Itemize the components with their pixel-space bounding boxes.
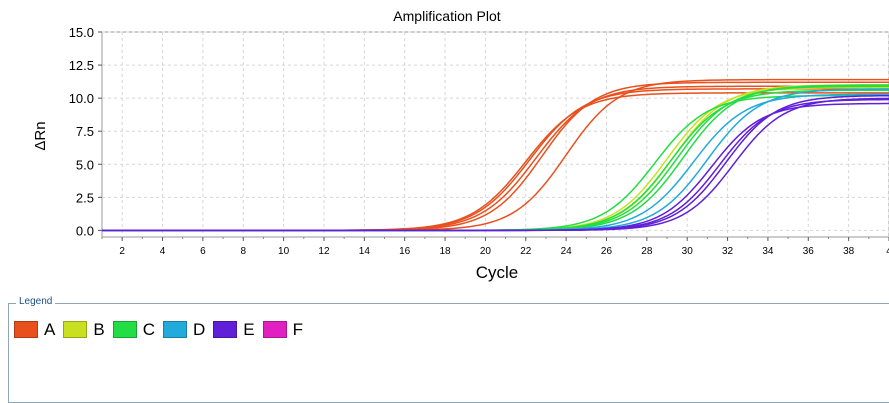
x-tick-label: 26 xyxy=(601,246,613,257)
amplification-plot: Amplification Plot 0.0 2.5 5.0 7.5 10.0 12.5 1… xyxy=(32,8,889,282)
y-tick-label: 15.0 xyxy=(69,25,94,40)
x-tick-label: 34 xyxy=(762,246,774,257)
x-tick-label: 4 xyxy=(160,246,166,257)
legend-item-B: B xyxy=(63,320,105,339)
legend-swatch xyxy=(262,321,287,338)
y-tick-label: 12.5 xyxy=(69,58,94,73)
legend-label: C xyxy=(142,320,155,339)
x-tick-label: 24 xyxy=(561,246,573,257)
x-tick-label: 14 xyxy=(359,246,371,257)
legend-swatch xyxy=(162,321,187,338)
x-tick-label: 8 xyxy=(240,246,246,257)
legend-label: A xyxy=(44,320,56,339)
legend-item-C: C xyxy=(112,320,155,339)
x-tick-label: 2 xyxy=(119,246,125,257)
chart-title: Amplification Plot xyxy=(393,8,500,24)
y-axis-label: ΔRn xyxy=(32,121,49,150)
legend-item-D: D xyxy=(162,320,206,339)
y-tick-label: 10.0 xyxy=(69,91,94,106)
legend-item-F: F xyxy=(262,320,303,339)
y-tick-label: 0.0 xyxy=(76,223,94,238)
legend-label: F xyxy=(292,320,303,339)
x-tick-label: 16 xyxy=(399,246,411,257)
x-tick-label: 20 xyxy=(480,246,492,257)
x-tick-label: 32 xyxy=(722,246,734,257)
legend-panel xyxy=(8,303,889,403)
x-tick-label: 28 xyxy=(641,246,653,257)
y-tick-label: 7.5 xyxy=(76,124,94,139)
legend-swatch xyxy=(63,321,88,338)
x-tick-label: 4 xyxy=(886,246,889,257)
legend-label: E xyxy=(243,320,255,339)
legend-label: B xyxy=(93,320,105,339)
x-axis-ticks: 24681012141618202224262830323436384 xyxy=(101,237,889,257)
x-tick-label: 6 xyxy=(200,246,206,257)
y-tick-label: 5.0 xyxy=(76,157,94,172)
legend-label: D xyxy=(192,320,206,339)
legend-swatch xyxy=(213,321,238,338)
x-tick-label: 36 xyxy=(803,246,815,257)
x-axis-label: Cycle xyxy=(476,263,519,282)
legend-swatch xyxy=(14,321,38,338)
legend-item-E: E xyxy=(213,320,255,339)
x-tick-label: 22 xyxy=(520,246,532,257)
x-tick-label: 18 xyxy=(439,246,451,257)
curve-E xyxy=(102,97,889,232)
legend-item-A: A xyxy=(14,321,55,338)
plot-area xyxy=(101,31,889,238)
x-tick-label: 30 xyxy=(682,246,694,257)
x-tick-label: 38 xyxy=(843,246,855,257)
y-axis-ticks: 0.0 2.5 5.0 7.5 10.0 12.5 15.0 xyxy=(69,25,102,238)
x-tick-label: 10 xyxy=(278,246,290,257)
amplification-curves xyxy=(102,78,889,232)
x-tick-label: 12 xyxy=(318,246,330,257)
legend-title: Legend xyxy=(16,296,56,307)
y-tick-label: 2.5 xyxy=(76,190,94,205)
legend-swatch xyxy=(112,321,137,338)
legend-items: A B C D E F xyxy=(14,321,311,338)
